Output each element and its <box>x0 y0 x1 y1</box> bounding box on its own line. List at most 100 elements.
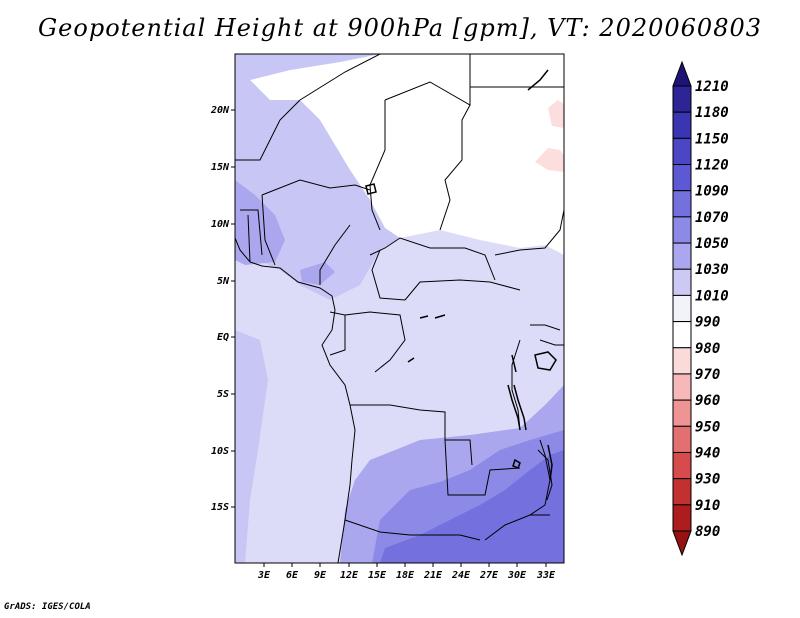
lon-tick-label: 15E <box>368 570 387 581</box>
border-mali-niger <box>235 99 301 161</box>
lon-tick-label: 9E <box>314 570 327 581</box>
map-frame <box>234 53 565 564</box>
lakes <box>365 69 557 481</box>
field-1030-pocket-west <box>235 180 285 265</box>
border-burkina <box>261 194 276 266</box>
border-drc-angola <box>350 404 473 466</box>
colorbar-segment <box>672 451 692 480</box>
colorbar-label: 960 <box>695 393 720 409</box>
lake-malawi <box>547 444 553 481</box>
colorbar-segment <box>672 242 692 270</box>
lon-tick-label: 18E <box>396 570 415 581</box>
field-pink-northeast <box>535 148 564 172</box>
grads-credit: GrADS: IGES/COLA <box>4 602 91 612</box>
colorbar-segment <box>672 85 692 113</box>
border-angola-zambia <box>444 439 521 496</box>
colorbar-label: 1030 <box>695 262 729 278</box>
latitude-axis: 20N 15N 10N 5N EQ 5S 10S 15S <box>210 105 235 513</box>
lat-tick-label: 20N <box>210 105 230 116</box>
field-pink-northeast-2 <box>548 100 564 128</box>
lake-kivu <box>511 354 517 373</box>
colorbar-segment <box>672 164 692 192</box>
lon-tick-label: 24E <box>451 570 471 581</box>
border-cameroon-car <box>371 249 406 301</box>
colorbar-label: 970 <box>695 367 720 383</box>
colorbar-label: 1010 <box>695 288 729 304</box>
longitude-axis: 3E 6E 9E 12E 15E 18E 21E 24E 27E 30E 33E <box>257 563 556 581</box>
lon-tick-label: 6E <box>286 570 299 581</box>
country-borders <box>235 54 564 563</box>
lat-tick-label: 5S <box>217 389 229 400</box>
border-algeria-niger <box>299 54 381 101</box>
border-gabon <box>329 311 346 356</box>
coastline-west-africa <box>235 237 356 563</box>
lake-chad <box>365 183 377 195</box>
lake-volta-marks <box>407 314 446 363</box>
border-malawi <box>537 449 553 501</box>
lake-tanganyika-2 <box>513 384 527 431</box>
lon-tick-label: 33E <box>536 570 556 581</box>
chart-title: Geopotential Height at 900hPa [gpm], VT:… <box>38 14 762 42</box>
lat-tick-label: 15N <box>211 162 230 173</box>
border-chad-car <box>369 237 496 281</box>
border-angola-namibia <box>344 519 481 541</box>
lon-tick-label: 27E <box>479 570 499 581</box>
colorbar-segment <box>672 268 692 296</box>
lat-tick-label: 5N <box>217 276 230 287</box>
lat-tick-label: 10N <box>211 219 230 230</box>
colorbar-segment <box>672 137 692 166</box>
border-congo-drc <box>344 311 406 373</box>
colorbar-label: 990 <box>695 315 720 331</box>
lat-tick-label: 10S <box>211 446 229 457</box>
lat-tick-label: 15S <box>211 502 229 513</box>
colorbar-label: 930 <box>695 472 720 488</box>
border-west-small-1 <box>240 209 263 256</box>
lake-east-small <box>512 458 521 469</box>
border-chad-sudan <box>439 104 471 231</box>
field-lighter-ocean <box>235 330 268 563</box>
border-drc-east <box>511 339 521 431</box>
border-libya-chad <box>384 54 471 106</box>
border-west-small-2 <box>247 214 251 263</box>
border-zambia-zimbabwe <box>484 514 550 541</box>
colorbar-label: 940 <box>695 445 720 461</box>
colorbar-segment <box>672 321 692 349</box>
colorbar-label: 910 <box>695 498 720 514</box>
colorbar-label: 950 <box>695 419 720 435</box>
colorbar-label: 890 <box>695 524 720 540</box>
lon-tick-label: 30E <box>507 570 527 581</box>
border-eastafrica-2 <box>539 339 564 346</box>
lon-tick-label: 3E <box>257 570 271 581</box>
colorbar-segment <box>672 294 692 323</box>
nile-delta <box>527 69 549 91</box>
colorbar: 1210 1180 1150 1120 1090 1070 1050 1030 1010 990 9… <box>672 60 729 557</box>
colorbar-segment <box>672 478 692 506</box>
colorbar-label: 1210 <box>695 79 729 95</box>
field-1030-pocket-coast <box>300 262 335 285</box>
colorbar-segment <box>672 425 692 453</box>
colorbar-segment <box>672 373 692 401</box>
colorbar-label: 1150 <box>695 131 729 147</box>
colorbar-arrow-bottom <box>672 530 692 557</box>
colorbar-label: 1050 <box>695 236 729 252</box>
colorbar-label: 1090 <box>695 184 729 200</box>
colorbar-arrow-top <box>672 60 692 87</box>
border-eastafrica-1 <box>530 324 561 331</box>
colorbar-segment <box>672 216 692 244</box>
colorbar-segment <box>672 504 692 532</box>
colorbar-label: 980 <box>695 341 720 357</box>
lat-tick-label: EQ <box>217 332 229 343</box>
border-sudan-southsudan <box>494 209 564 256</box>
border-car-drc <box>404 279 521 301</box>
height-field <box>235 54 564 563</box>
lon-tick-label: 12E <box>340 570 359 581</box>
colorbar-label: 1070 <box>695 210 729 226</box>
colorbar-segment <box>672 190 692 218</box>
lake-tanganyika <box>507 384 521 431</box>
colorbar-label: 1120 <box>695 158 729 174</box>
colorbar-label: 1180 <box>695 105 729 121</box>
colorbar-segment <box>672 111 692 139</box>
border-nigeria-cameroon <box>319 224 351 285</box>
colorbar-segment <box>672 347 692 375</box>
